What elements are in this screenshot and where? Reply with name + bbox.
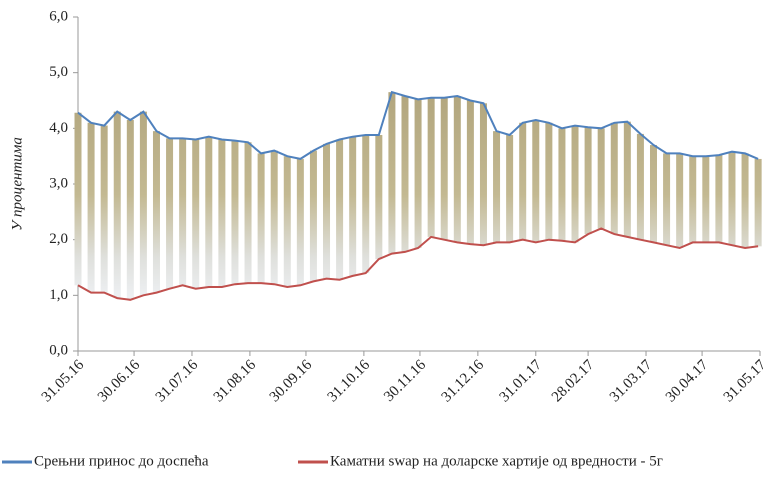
range-bar: [597, 128, 605, 229]
range-bar: [466, 100, 474, 245]
legend-label: Срењни принос до доспећа: [34, 453, 209, 469]
x-tick-label: 31.10.16: [325, 357, 374, 406]
range-bar: [741, 153, 749, 249]
x-tick-label: 31.08.16: [211, 357, 260, 406]
y-tick-label: 0,0: [49, 342, 68, 358]
range-bar: [349, 136, 357, 276]
range-bar: [362, 135, 370, 274]
x-tick-label: 30.11.16: [381, 357, 429, 405]
x-tick-label: 30.06.16: [95, 357, 144, 406]
x-tick-label: 30.09.16: [267, 357, 316, 406]
range-bar: [179, 138, 187, 286]
range-bar: [532, 119, 540, 243]
range-bar: [414, 99, 422, 249]
range-bar: [649, 145, 657, 243]
range-bar: [192, 139, 200, 289]
x-tick-label: 31.07.16: [153, 357, 202, 406]
range-bar: [205, 136, 213, 287]
range-bar: [689, 156, 697, 243]
range-bar: [479, 103, 487, 246]
range-bar: [676, 153, 684, 249]
y-tick-label: 3,0: [49, 175, 68, 191]
range-bar: [636, 133, 644, 240]
y-tick-label: 2,0: [49, 231, 68, 247]
y-tick-label: 4,0: [49, 120, 68, 136]
range-bar: [401, 96, 409, 252]
range-bar: [440, 97, 448, 240]
range-bar: [545, 122, 553, 240]
range-bar: [427, 97, 435, 237]
range-bar: [610, 122, 618, 235]
range-bar: [493, 131, 501, 243]
y-tick-label: 5,0: [49, 64, 68, 80]
y-tick-label: 6,0: [49, 8, 68, 24]
range-bar: [113, 111, 121, 299]
range-bar: [571, 125, 579, 243]
range-bar: [231, 140, 239, 285]
range-bar: [715, 155, 723, 243]
range-bar: [100, 125, 108, 293]
range-bar: [584, 127, 592, 235]
range-bar: [152, 131, 160, 293]
range-bar: [244, 142, 252, 284]
range-bar: [126, 119, 134, 300]
range-bar: [87, 122, 95, 293]
series-line: [77, 227, 759, 301]
range-bar: [218, 139, 226, 287]
range-bar: [375, 135, 383, 260]
legend-label: Каматни swap на доларске хартије од вред…: [330, 453, 663, 469]
range-bar: [74, 112, 82, 286]
x-tick-label: 31.05.17: [721, 357, 770, 406]
range-bar: [702, 156, 710, 243]
y-tick-label: 1,0: [49, 287, 68, 303]
range-bar: [166, 138, 174, 289]
range-bar: [558, 128, 566, 241]
range-bar: [283, 156, 291, 287]
x-tick-label: 31.01.17: [497, 357, 546, 406]
series-line: [77, 90, 759, 160]
x-tick-label: 31.05.16: [39, 357, 88, 406]
x-tick-label: 28.02.17: [549, 357, 598, 406]
range-bar: [663, 153, 671, 246]
range-bar: [728, 151, 736, 246]
x-tick-label: 31.12.16: [439, 357, 488, 406]
range-bar: [309, 150, 317, 282]
range-bar: [139, 111, 147, 296]
range-bar: [519, 122, 527, 240]
range-bar: [296, 158, 304, 286]
range-bar: [323, 143, 331, 279]
range-bar: [336, 139, 344, 280]
range-bar: [506, 135, 514, 243]
range-bar: [623, 121, 631, 237]
x-tick-label: 30.04.17: [663, 357, 712, 406]
range-bar: [270, 150, 278, 285]
range-bar: [453, 96, 461, 243]
range-bar: [257, 153, 265, 284]
range-bar: [388, 92, 396, 254]
range-bar: [754, 158, 762, 247]
y-axis-label: У процентима: [9, 137, 25, 231]
x-tick-label: 31.03.17: [607, 357, 656, 406]
